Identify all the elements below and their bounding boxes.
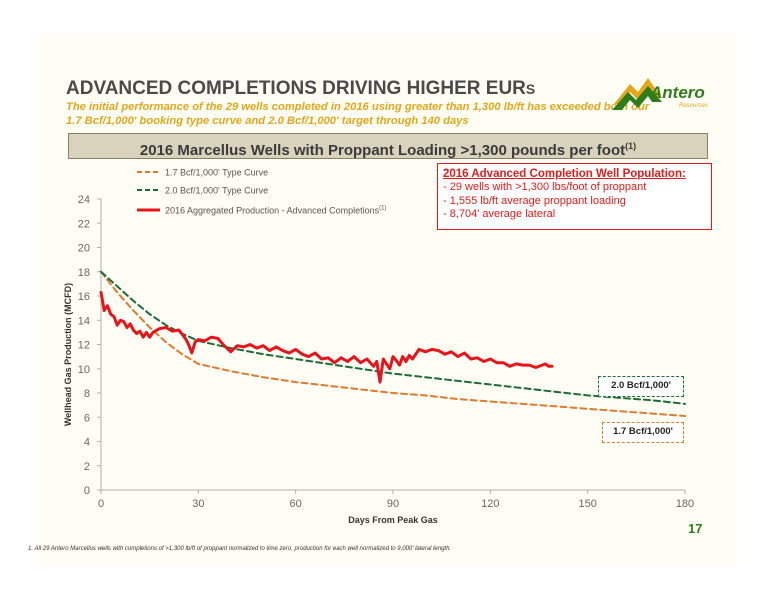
series-line-2-0-type-curve	[100, 270, 686, 405]
y-tick-label: 22	[78, 218, 90, 230]
y-tick-label: 20	[78, 243, 90, 255]
legend-label: 1.7 Bcf/1,000' Type Curve	[165, 168, 268, 178]
x-tick-label: 120	[481, 498, 499, 510]
curve-tag-2-0: 2.0 Bcf/1,000'	[598, 376, 684, 397]
page-subtitle: The initial performance of the 29 wells …	[66, 101, 650, 127]
y-tick-label: 4	[84, 437, 90, 449]
page-number: 17	[688, 521, 703, 536]
legend-label: 2016 Aggregated Production - Advanced Co…	[165, 206, 387, 216]
y-tick-label: 2	[84, 461, 90, 473]
series-line-aggregated-production	[99, 290, 554, 384]
antero-logo-icon	[612, 78, 662, 110]
x-tick-label: 150	[578, 498, 596, 510]
legend-label: 2.0 Bcf/1,000' Type Curve	[165, 186, 268, 196]
x-tick-label: 90	[387, 498, 399, 510]
y-tick-label: 10	[78, 364, 90, 376]
series-line-1-7-type-curve	[100, 270, 686, 417]
x-tick-label: 30	[192, 498, 204, 510]
logo-subtext: Resources	[679, 103, 708, 109]
population-title: 2016 Advanced Completion Well Population…	[443, 168, 686, 180]
y-tick-label: 12	[78, 340, 90, 352]
y-tick-label: 8	[84, 388, 90, 400]
population-item: - 1,555 lb/ft average proppant loading	[443, 194, 626, 207]
population-item: - 29 wells with >1,300 lbs/foot of propp…	[443, 181, 647, 193]
slide-background	[38, 35, 738, 565]
x-tick-label: 180	[676, 498, 694, 510]
population-callout: 2016 Advanced Completion Well Population…	[437, 163, 712, 230]
logo-wordmark: Antero	[650, 83, 705, 102]
y-tick-label: 6	[84, 412, 90, 424]
population-item: - 8,704' average lateral	[443, 208, 556, 220]
curve-tag-1-7: 1.7 Bcf/1,000'	[602, 422, 684, 443]
y-tick-label: 0	[84, 485, 90, 497]
x-axis-title: Days From Peak Gas	[348, 515, 438, 525]
x-tick-label: 0	[98, 498, 104, 510]
chart-banner: 2016 Marcellus Wells with Proppant Loadi…	[68, 133, 708, 159]
y-tick-label: 18	[78, 267, 90, 279]
y-axis-title: Wellhead Gas Production (MCFD)	[63, 283, 73, 426]
page-title: ADVANCED COMPLETIONS DRIVING HIGHER EURS	[66, 78, 536, 99]
y-tick-label: 14	[78, 315, 90, 327]
y-tick-label: 24	[78, 194, 90, 206]
y-tick-label: 16	[78, 291, 90, 303]
x-tick-label: 60	[290, 498, 302, 510]
footnote: 1. All 29 Antero Marcellus wells with co…	[28, 546, 452, 552]
